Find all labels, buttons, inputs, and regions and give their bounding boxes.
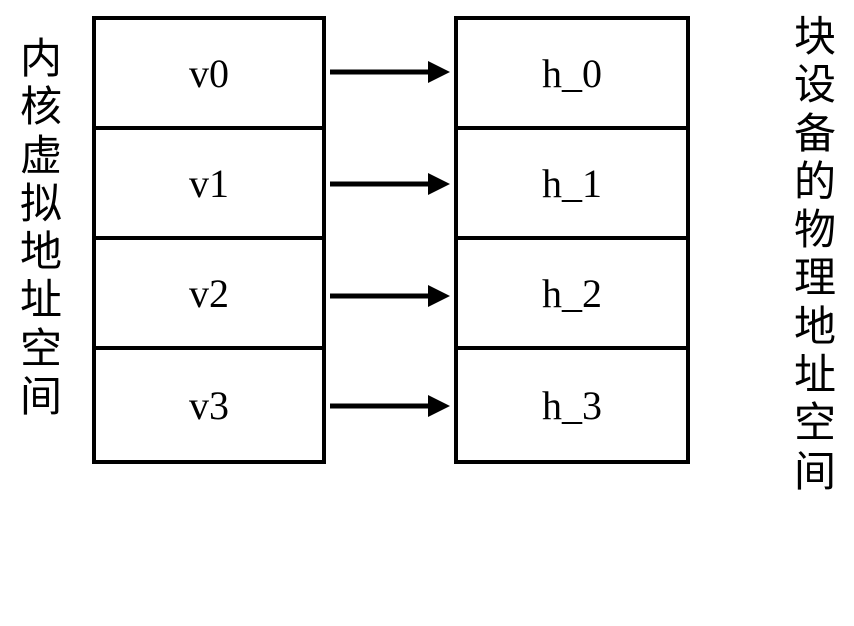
arrow-head-1 (428, 173, 450, 195)
diagram-canvas: 内核虚拟地址空间 块设备的物理地址空间 v0v1v2v3 h_0h_1h_2h_… (0, 0, 854, 626)
arrow-head-0 (428, 61, 450, 83)
arrow-head-3 (428, 395, 450, 417)
arrow-head-2 (428, 285, 450, 307)
mapping-arrows (0, 0, 854, 626)
